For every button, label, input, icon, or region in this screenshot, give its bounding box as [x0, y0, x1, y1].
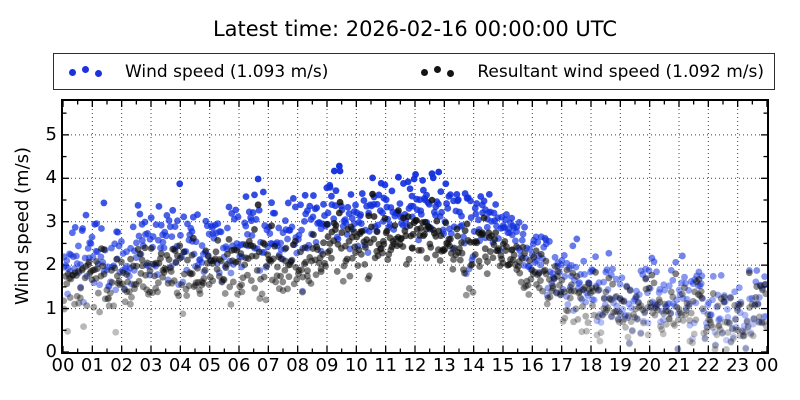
plot-area	[61, 99, 769, 354]
legend-entry-wind-speed: Wind speed (1.093 m/s)	[69, 62, 328, 82]
x-tick-label: 15	[491, 355, 515, 376]
x-tick-label: 04	[168, 355, 192, 376]
y-tick-label: 3	[45, 210, 57, 232]
x-tick-label: 05	[198, 355, 222, 376]
y-tick-label: 1	[45, 297, 57, 319]
legend-label-resultant-wind-speed: Resultant wind speed (1.092 m/s)	[477, 61, 764, 82]
legend-dot-icon	[434, 65, 442, 73]
x-tick-label: 01	[80, 355, 104, 376]
x-tick-label: 12	[403, 355, 427, 376]
legend-label-wind-speed: Wind speed (1.093 m/s)	[125, 61, 329, 82]
x-tick-label: 13	[432, 355, 456, 376]
x-tick-label: 11	[374, 355, 398, 376]
x-tick-label: 22	[696, 355, 720, 376]
x-tick-label: 14	[462, 355, 486, 376]
x-tick-label: 09	[315, 355, 339, 376]
x-tick-label: 18	[579, 355, 603, 376]
x-tick-label: 21	[667, 355, 691, 376]
legend-dot-icon	[447, 69, 455, 77]
legend-dot-icon	[95, 69, 102, 77]
legend-entry-resultant-wind-speed: Resultant wind speed (1.092 m/s)	[421, 62, 764, 82]
x-tick-label: 07	[256, 355, 280, 376]
x-tick-label: 17	[550, 355, 574, 376]
legend-dot-icon	[69, 68, 76, 76]
x-tick-label: 08	[286, 355, 310, 376]
x-tick-label: 20	[638, 355, 662, 376]
x-tick-label: 19	[608, 355, 632, 376]
chart-title: Latest time: 2026-02-16 00:00:00 UTC	[212, 17, 618, 41]
x-tick-label: 23	[726, 355, 750, 376]
scatter-canvas	[63, 101, 767, 352]
scatter-marker-icon	[421, 65, 455, 79]
x-tick-label: 06	[227, 355, 251, 376]
x-tick-label: 03	[139, 355, 163, 376]
x-tick-label: 02	[110, 355, 134, 376]
legend: Wind speed (1.093 m/s) Resultant wind sp…	[53, 53, 775, 90]
y-tick-label: 5	[45, 123, 57, 145]
x-tick-label: 00	[755, 355, 779, 376]
scatter-marker-icon	[69, 65, 103, 79]
x-tick-label: 00	[51, 355, 75, 376]
legend-dot-icon	[421, 68, 429, 76]
x-tick-label: 10	[344, 355, 368, 376]
legend-dot-icon	[82, 65, 89, 73]
y-tick-label: 0	[45, 341, 57, 362]
x-tick-label: 16	[520, 355, 544, 376]
y-tick-label: 2	[45, 254, 57, 276]
y-tick-label: 4	[45, 167, 57, 189]
